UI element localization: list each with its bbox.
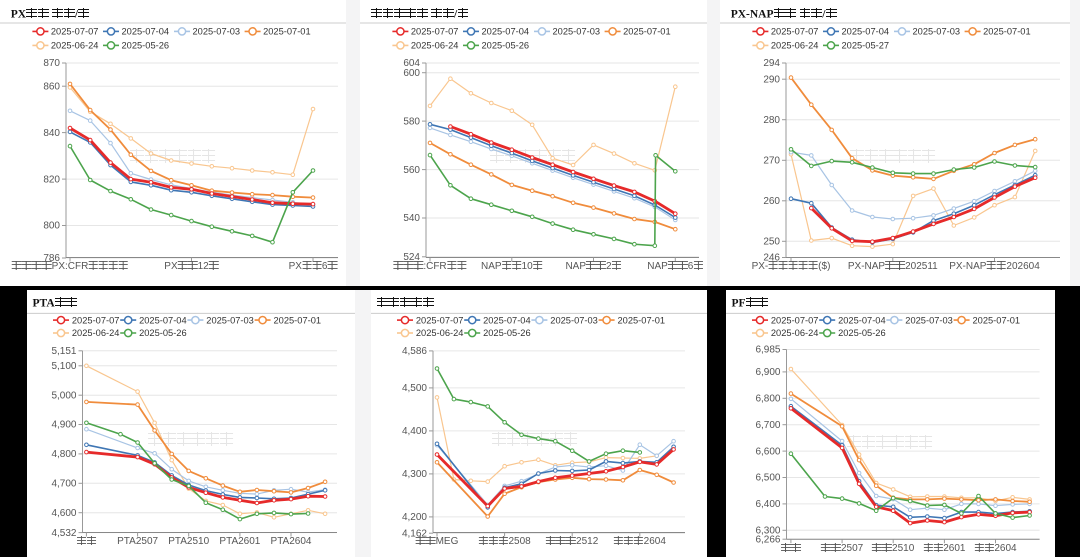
svg-text:4,162: 4,162: [402, 528, 427, 539]
svg-text:4,532: 4,532: [51, 527, 76, 538]
svg-text:560: 560: [403, 165, 420, 176]
svg-text:4,800: 4,800: [51, 449, 76, 460]
svg-text:270: 270: [763, 156, 780, 167]
svg-text:2025-05-26: 2025-05-26: [483, 328, 531, 338]
svg-text:540: 540: [403, 213, 420, 224]
svg-text:6,800: 6,800: [755, 393, 780, 404]
svg-text:2025-06-24: 2025-06-24: [72, 328, 120, 338]
svg-text:2025-07-04: 2025-07-04: [139, 315, 187, 325]
svg-text:840: 840: [43, 128, 60, 139]
svg-text:6,985: 6,985: [755, 344, 780, 355]
svg-text:5,151: 5,151: [51, 346, 76, 357]
svg-text:2025-07-03: 2025-07-03: [206, 315, 254, 325]
svg-text:4,900: 4,900: [51, 419, 76, 430]
svg-text:860: 860: [43, 81, 60, 92]
svg-text:2025-07-03: 2025-07-03: [550, 315, 598, 325]
svg-text:604: 604: [403, 58, 420, 69]
svg-text:600: 600: [403, 68, 420, 79]
svg-text:524: 524: [403, 252, 420, 263]
svg-text:786: 786: [43, 253, 60, 264]
svg-text:260: 260: [763, 196, 780, 207]
svg-text:4,300: 4,300: [402, 469, 427, 480]
svg-text:2025-05-26: 2025-05-26: [482, 41, 530, 51]
svg-text:6,300: 6,300: [755, 525, 780, 536]
svg-text:2025-07-01: 2025-07-01: [983, 27, 1031, 37]
svg-text:294: 294: [763, 58, 780, 69]
svg-text:4,200: 4,200: [402, 512, 427, 523]
svg-text:6,266: 6,266: [755, 534, 780, 545]
svg-text:2025-07-01: 2025-07-01: [274, 315, 322, 325]
svg-text:2025-06-24: 2025-06-24: [771, 41, 819, 51]
svg-text:2025-06-24: 2025-06-24: [416, 328, 464, 338]
svg-text:4,700: 4,700: [51, 478, 76, 489]
svg-text:280: 280: [763, 115, 780, 126]
svg-text:2025-07-04: 2025-07-04: [482, 27, 530, 37]
svg-text:2025-07-01: 2025-07-01: [618, 315, 666, 325]
svg-text:2025-05-26: 2025-05-26: [838, 328, 886, 338]
svg-text:2025-07-03: 2025-07-03: [193, 27, 241, 37]
svg-text:2025-07-01: 2025-07-01: [623, 27, 671, 37]
svg-text:2025-07-07: 2025-07-07: [771, 27, 819, 37]
svg-text:2025-07-03: 2025-07-03: [913, 27, 961, 37]
svg-text:2025-07-07: 2025-07-07: [72, 315, 120, 325]
svg-text:2025-05-26: 2025-05-26: [122, 41, 170, 51]
svg-text:6,500: 6,500: [755, 472, 780, 483]
svg-text:6,700: 6,700: [755, 419, 780, 430]
svg-text:800: 800: [43, 221, 60, 232]
svg-text:820: 820: [43, 174, 60, 185]
svg-text:2025-05-26: 2025-05-26: [139, 328, 187, 338]
svg-text:4,586: 4,586: [402, 346, 427, 357]
svg-text:2025-07-01: 2025-07-01: [973, 315, 1021, 325]
svg-text:5,100: 5,100: [51, 361, 76, 372]
svg-text:2025-07-01: 2025-07-01: [263, 27, 311, 37]
svg-text:580: 580: [403, 116, 420, 127]
svg-text:4,600: 4,600: [51, 507, 76, 518]
svg-text:250: 250: [763, 237, 780, 248]
svg-text:246: 246: [763, 253, 780, 264]
svg-text:2025-07-07: 2025-07-07: [411, 27, 459, 37]
svg-text:4,400: 4,400: [402, 426, 427, 437]
svg-text:2025-06-24: 2025-06-24: [51, 41, 99, 51]
svg-text:2025-07-04: 2025-07-04: [842, 27, 890, 37]
svg-text:2025-07-07: 2025-07-07: [51, 27, 99, 37]
svg-text:6,600: 6,600: [755, 446, 780, 457]
svg-text:2025-07-07: 2025-07-07: [771, 315, 819, 325]
svg-text:2025-06-24: 2025-06-24: [771, 328, 819, 338]
svg-text:2025-07-04: 2025-07-04: [122, 27, 170, 37]
svg-text:2025-07-04: 2025-07-04: [838, 315, 886, 325]
svg-text:2025-06-24: 2025-06-24: [411, 41, 459, 51]
svg-text:6,900: 6,900: [755, 367, 780, 378]
svg-text:290: 290: [763, 74, 780, 85]
svg-text:870: 870: [43, 58, 60, 69]
svg-text:2025-07-03: 2025-07-03: [905, 315, 953, 325]
svg-text:2025-05-27: 2025-05-27: [842, 41, 890, 51]
svg-text:2025-07-04: 2025-07-04: [483, 315, 531, 325]
svg-text:5,000: 5,000: [51, 390, 76, 401]
svg-text:4,500: 4,500: [402, 383, 427, 394]
svg-text:2025-07-03: 2025-07-03: [553, 27, 601, 37]
svg-text:2025-07-07: 2025-07-07: [416, 315, 464, 325]
svg-text:6,400: 6,400: [755, 499, 780, 510]
